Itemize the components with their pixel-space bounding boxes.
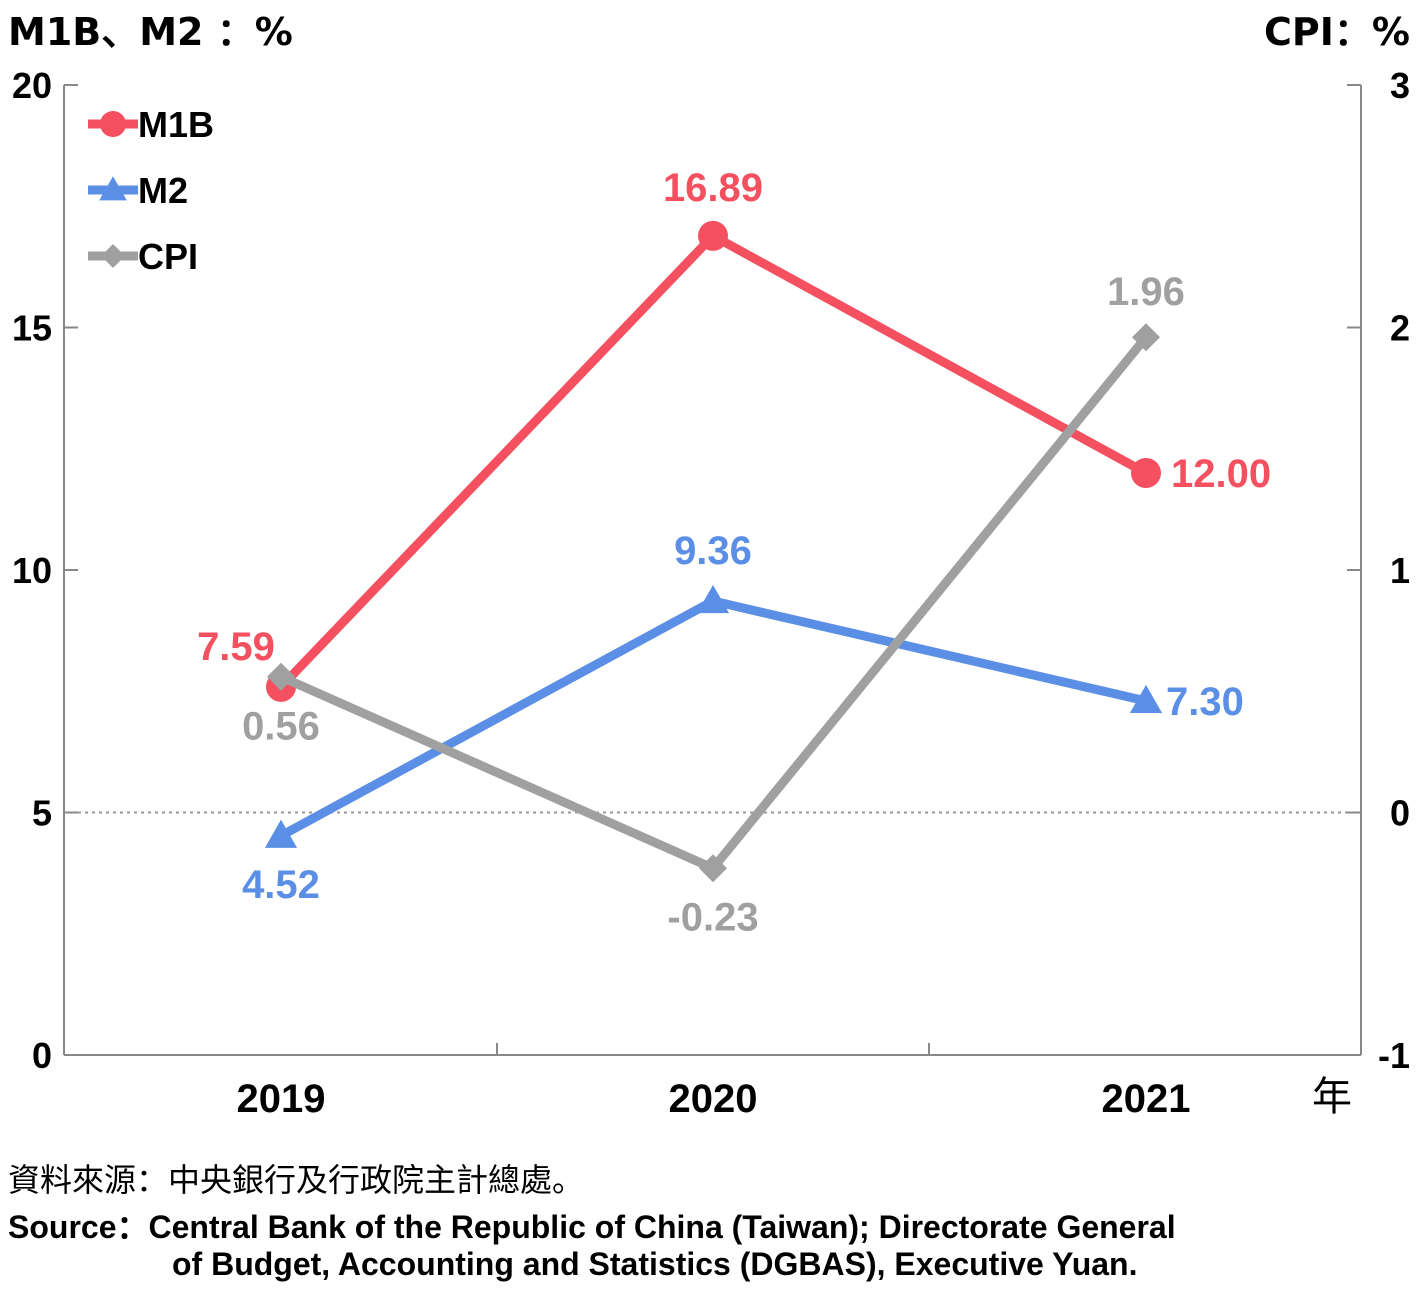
m1b-data-label: 12.00 <box>1171 452 1271 496</box>
legend-item-m1b: M1B <box>88 104 214 145</box>
x-tick-label: 2020 <box>669 1077 758 1121</box>
diamond-marker <box>1132 323 1160 352</box>
right-tick-label: 3 <box>1390 65 1410 106</box>
circle-marker <box>1131 458 1161 488</box>
m1b-line <box>277 231 1149 690</box>
left-tick-label: 0 <box>32 1035 52 1076</box>
source-chinese: 資料來源：中央銀行及行政院主計總處。 <box>8 1161 585 1199</box>
x-tick-label: 2021 <box>1102 1077 1191 1121</box>
legend: M1B M2 CPI <box>88 104 214 277</box>
source-english-line2: of Budget, Accounting and Statistics (DG… <box>172 1246 1138 1282</box>
source-english-line1: Source：Central Bank of the Republic of C… <box>8 1209 1176 1245</box>
m2-data-label: 9.36 <box>674 529 752 573</box>
legend-label: M2 <box>138 170 188 211</box>
triangle-marker <box>99 176 127 201</box>
diamond-marker <box>699 854 727 883</box>
left-tick-label: 20 <box>12 65 52 106</box>
legend-item-m2: M2 <box>88 170 188 211</box>
right-tick-label: 1 <box>1390 550 1410 591</box>
series-m2 <box>264 584 1163 848</box>
m1b-data-label: 16.89 <box>663 166 763 210</box>
diamond-marker <box>101 244 125 268</box>
right-tick-label: -1 <box>1378 1035 1410 1076</box>
x-unit-label: 年 <box>1312 1074 1352 1120</box>
m2-line <box>278 596 1148 840</box>
triangle-marker <box>1129 684 1163 714</box>
x-tick-label: 2019 <box>237 1077 326 1121</box>
right-tick-label: 0 <box>1390 793 1410 834</box>
cpi-data-label: 0.56 <box>242 705 320 749</box>
legend-label: M1B <box>138 104 214 145</box>
m2-data-label: 7.30 <box>1166 680 1244 724</box>
m2-data-label: 4.52 <box>242 863 320 907</box>
series-cpi <box>267 323 1160 883</box>
right-axis-title: CPI：% <box>1264 10 1410 54</box>
chart: 0 5 10 15 20 -1 0 1 2 3 2019 2020 2021 年 M1B、M2 ：% CPI：… <box>8 10 1410 1121</box>
axes: 0 5 10 15 20 -1 0 1 2 3 2019 2020 2021 年 M1B、M2 ：% CPI：… <box>8 10 1410 1121</box>
circle-marker <box>100 111 126 137</box>
legend-item-cpi: CPI <box>88 236 198 277</box>
m1b-data-label: 7.59 <box>197 625 275 669</box>
left-tick-label: 10 <box>12 550 52 591</box>
legend-label: CPI <box>138 236 198 277</box>
data-labels: 7.59 16.89 12.00 4.52 9.36 7.30 0.56 -0.23 1.96 <box>197 166 1271 939</box>
left-axis-title: M1B、M2 ：% <box>8 10 293 54</box>
left-tick-label: 15 <box>12 308 52 349</box>
triangle-marker <box>264 819 298 848</box>
series-layer <box>264 220 1163 883</box>
series-m1b <box>266 220 1161 702</box>
right-tick-label: 2 <box>1390 308 1410 349</box>
triangle-marker <box>696 584 730 614</box>
cpi-data-label: 1.96 <box>1107 270 1185 314</box>
diamond-marker <box>267 662 295 691</box>
cpi-data-label: -0.23 <box>667 895 758 939</box>
left-tick-label: 5 <box>32 793 52 834</box>
circle-marker <box>698 220 728 251</box>
